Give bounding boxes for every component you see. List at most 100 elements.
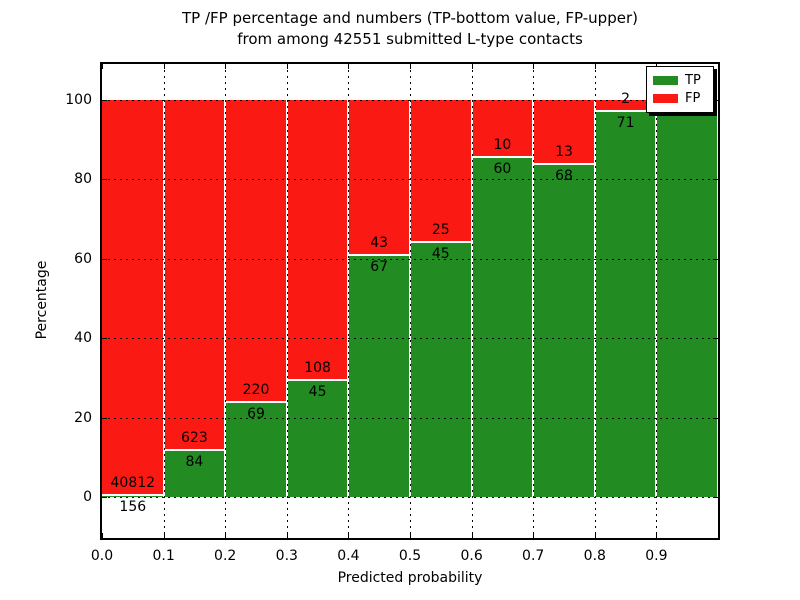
tp-count-label: 60 (493, 160, 512, 177)
legend-entry-fp: FP (653, 92, 707, 105)
x-tick-label: 0.6 (460, 548, 483, 564)
fp-count-label: 108 (304, 360, 331, 377)
chart-title: TP /FP percentage and numbers (TP-bottom… (100, 8, 720, 50)
x-tick-bottom (163, 533, 165, 538)
x-tick-label: 0.5 (398, 548, 422, 564)
gridline-horizontal (102, 417, 718, 419)
tp-swatch-icon (653, 76, 678, 85)
tp-count-label: 71 (616, 114, 635, 131)
gridline-vertical (286, 64, 288, 538)
x-tick-top (348, 64, 350, 69)
x-tick-top (410, 64, 411, 69)
tp-count-label: 68 (555, 167, 573, 184)
y-tick-left (102, 179, 107, 181)
y-tick-label: 40 (74, 330, 92, 347)
bar-fp-segment (410, 100, 472, 242)
bar-fp-segment (471, 100, 534, 157)
x-tick-bottom (410, 533, 411, 538)
y-tick-right (713, 417, 718, 419)
fp-count-label: 40812 (110, 475, 156, 492)
fp-count-label: 623 (181, 429, 208, 446)
bar-tp-segment (656, 100, 718, 497)
fp-count-label: 10 (493, 136, 512, 153)
x-tick-bottom (718, 533, 719, 538)
y-tick-left (102, 417, 107, 419)
y-tick-label: 20 (74, 409, 92, 426)
x-tick-label: 0.1 (152, 548, 175, 564)
gridline-vertical (471, 64, 473, 538)
x-tick-label: 0.7 (522, 548, 545, 564)
tp-count-label: 45 (431, 245, 450, 262)
bar-tp-segment (533, 163, 595, 497)
y-tick-left (102, 258, 107, 260)
bar-tp-segment (594, 110, 657, 497)
fp-count-label: 25 (431, 221, 450, 238)
x-tick-bottom (594, 533, 596, 538)
fp-count-label: 43 (370, 235, 389, 252)
x-tick-top (533, 64, 535, 69)
legend-label-fp: FP (685, 91, 701, 106)
x-tick-label: 0.0 (90, 548, 114, 564)
bar-tp-segment (163, 449, 226, 497)
gridline-horizontal (102, 497, 718, 498)
x-tick-top (286, 64, 288, 69)
gridline-vertical (163, 64, 165, 538)
x-tick-bottom (286, 533, 288, 538)
tp-count-label: 45 (308, 384, 327, 401)
y-tick-right (713, 100, 718, 101)
y-tick-right (713, 497, 718, 498)
tp-count-label: 67 (370, 259, 389, 276)
legend-label-tp: TP (685, 73, 701, 88)
fp-count-label: 220 (242, 382, 270, 399)
tp-count-label: 84 (185, 453, 204, 470)
bar-tp-segment (471, 156, 534, 497)
y-tick-right (713, 338, 718, 340)
x-tick-bottom (471, 533, 473, 538)
fp-swatch-icon (653, 94, 678, 103)
x-tick-label: 0.9 (645, 548, 668, 564)
y-tick-label: 0 (83, 489, 92, 505)
x-tick-top (471, 64, 473, 69)
x-tick-top (163, 64, 165, 69)
y-tick-left (102, 497, 107, 498)
bar-fp-segment (163, 100, 226, 450)
y-tick-label: 80 (74, 171, 92, 188)
x-tick-label: 0.2 (214, 548, 237, 564)
y-tick-label: 60 (74, 250, 92, 267)
legend: TP FP (646, 66, 714, 113)
bar-tp-segment (348, 255, 410, 497)
fp-count-label: 13 (555, 143, 573, 160)
legend-entry-tp: TP (653, 74, 707, 87)
bar-fp-segment (286, 100, 349, 381)
x-tick-top (225, 64, 227, 69)
x-tick-label: 0.4 (337, 548, 360, 564)
y-axis-label: Percentage (34, 260, 50, 340)
gridline-horizontal (102, 100, 718, 101)
tp-count-label: 156 (119, 499, 147, 516)
gridline-horizontal (102, 338, 718, 340)
bar-fp-segment (225, 100, 287, 403)
x-tick-top (102, 64, 103, 69)
fp-count-label: 2 (621, 90, 631, 107)
y-tick-left (102, 338, 107, 340)
plot-area: 156 40812 84 623 69 220 45 108 67 43 45 25 60 10 68 13 7… (100, 62, 720, 540)
gridline-horizontal (102, 258, 718, 260)
x-tick-bottom (533, 533, 535, 538)
x-tick-bottom (102, 533, 103, 538)
x-tick-label: 0.8 (583, 548, 606, 564)
gridline-vertical (410, 64, 411, 538)
gridline-vertical (656, 64, 658, 538)
y-tick-right (713, 179, 718, 181)
bar-fp-segment (102, 100, 164, 496)
gridline-vertical (348, 64, 350, 538)
gridline-vertical (225, 64, 227, 538)
x-tick-top (594, 64, 596, 69)
gridline-vertical (594, 64, 596, 538)
x-tick-bottom (348, 533, 350, 538)
bar-tp-segment (102, 495, 164, 497)
bar-fp-segment (348, 100, 410, 256)
chart-title-line2: from among 42551 submitted L-type contac… (237, 30, 583, 48)
chart-title-line1: TP /FP percentage and numbers (TP-bottom… (182, 9, 638, 27)
bar-tp-segment (410, 241, 472, 497)
